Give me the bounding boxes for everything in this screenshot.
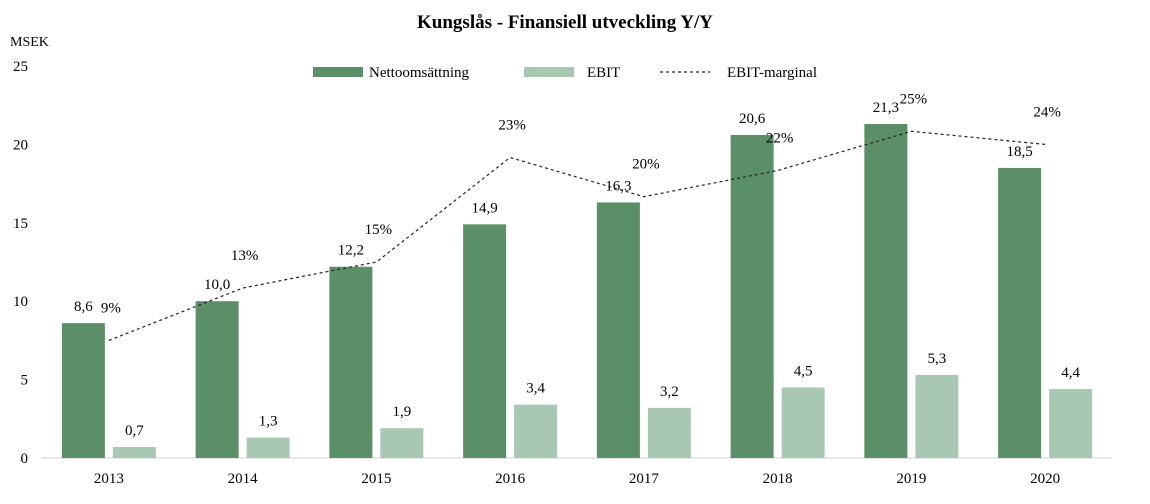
- bar-nettoomsattning-2020: [998, 167, 1042, 459]
- data-label-nettoomsattning-2014: 10,0: [204, 277, 230, 293]
- data-label-ebit-2016: 3,4: [526, 381, 545, 397]
- y-tick-label: 25: [13, 59, 28, 75]
- data-label-nettoomsattning-2020: 18,5: [1007, 144, 1033, 160]
- bar-ebit-2016: [514, 404, 558, 458]
- x-tick-label: 2020: [1030, 471, 1060, 487]
- data-label-ebit-marginal-2018: 22%: [766, 131, 794, 147]
- bar-nettoomsattning-2015: [329, 266, 373, 458]
- data-label-ebit-2017: 3,2: [660, 384, 679, 400]
- data-label-ebit-2014: 1,3: [259, 414, 278, 430]
- data-label-nettoomsattning-2016: 14,9: [472, 200, 498, 216]
- chart-title: Kungslås - Finansiell utveckling Y/Y: [417, 12, 713, 33]
- bar-nettoomsattning-2019: [864, 124, 908, 459]
- x-tick-label: 2013: [94, 471, 124, 487]
- data-label-nettoomsattning-2013: 8,6: [74, 299, 93, 315]
- x-tick-label: 2019: [896, 471, 926, 487]
- y-tick-label: 15: [13, 216, 28, 232]
- legend-label-nettoomsattning: Nettoomsättning: [369, 65, 469, 81]
- data-label-ebit-2015: 1,9: [393, 404, 412, 420]
- line-ebit-marginal: [108, 130, 1046, 341]
- data-label-ebit-marginal-2016: 23%: [498, 117, 526, 133]
- y-tick-label: 5: [21, 373, 29, 389]
- data-label-nettoomsattning-2015: 12,2: [338, 243, 364, 259]
- data-label-ebit-marginal-2013: 9%: [101, 300, 121, 316]
- data-label-nettoomsattning-2017: 16,3: [605, 178, 631, 194]
- y-unit-label: MSEK: [10, 35, 49, 50]
- bar-ebit-2014: [246, 437, 290, 458]
- data-label-nettoomsattning-2019: 21,3: [873, 100, 899, 116]
- data-label-nettoomsattning-2018: 20,6: [739, 111, 766, 127]
- data-label-ebit-2019: 5,3: [928, 351, 947, 367]
- data-label-ebit-marginal-2019: 25%: [900, 91, 928, 107]
- y-tick-label: 10: [13, 294, 28, 310]
- data-label-ebit-marginal-2015: 15%: [365, 222, 393, 238]
- x-tick-label: 2016: [495, 471, 526, 487]
- bar-ebit-2015: [380, 428, 424, 458]
- legend: Nettoomsättning EBIT EBIT-marginal: [313, 65, 817, 81]
- bar-ebit-2018: [781, 387, 825, 458]
- y-tick-label: 0: [21, 451, 29, 467]
- data-label-ebit-2020: 4,4: [1061, 365, 1080, 381]
- data-label-ebit-2018: 4,5: [794, 363, 813, 379]
- bar-nettoomsattning-2017: [596, 202, 640, 458]
- bar-ebit-2017: [647, 407, 691, 458]
- y-tick-label: 20: [13, 137, 28, 153]
- data-label-ebit-marginal-2014: 13%: [231, 248, 259, 264]
- x-tick-label: 2017: [629, 471, 660, 487]
- plot-area: 0 5 10 15 20 25 8,6 0,7 2013 10,0 1,3 2014 12,2 1,9 20…: [13, 59, 1112, 487]
- legend-swatch-ebit: [524, 67, 574, 77]
- legend-label-ebit: EBIT: [587, 65, 620, 81]
- bar-nettoomsattning-2016: [463, 224, 507, 458]
- x-tick-label: 2015: [361, 471, 391, 487]
- x-tick-label: 2018: [763, 471, 793, 487]
- bar-nettoomsattning-2013: [61, 323, 105, 458]
- legend-label-ebit-marginal: EBIT-marginal: [727, 65, 817, 81]
- bar-nettoomsattning-2018: [730, 134, 774, 458]
- data-label-ebit-2013: 0,7: [125, 423, 144, 439]
- data-label-ebit-marginal-2020: 24%: [1033, 104, 1061, 120]
- bar-ebit-2020: [1049, 389, 1093, 458]
- legend-swatch-nettoomsattning: [313, 67, 363, 77]
- bar-ebit-2013: [112, 447, 156, 458]
- bar-ebit-2019: [915, 374, 959, 458]
- data-label-ebit-marginal-2017: 20%: [632, 157, 660, 173]
- bar-nettoomsattning-2014: [195, 301, 239, 458]
- x-tick-label: 2014: [228, 471, 259, 487]
